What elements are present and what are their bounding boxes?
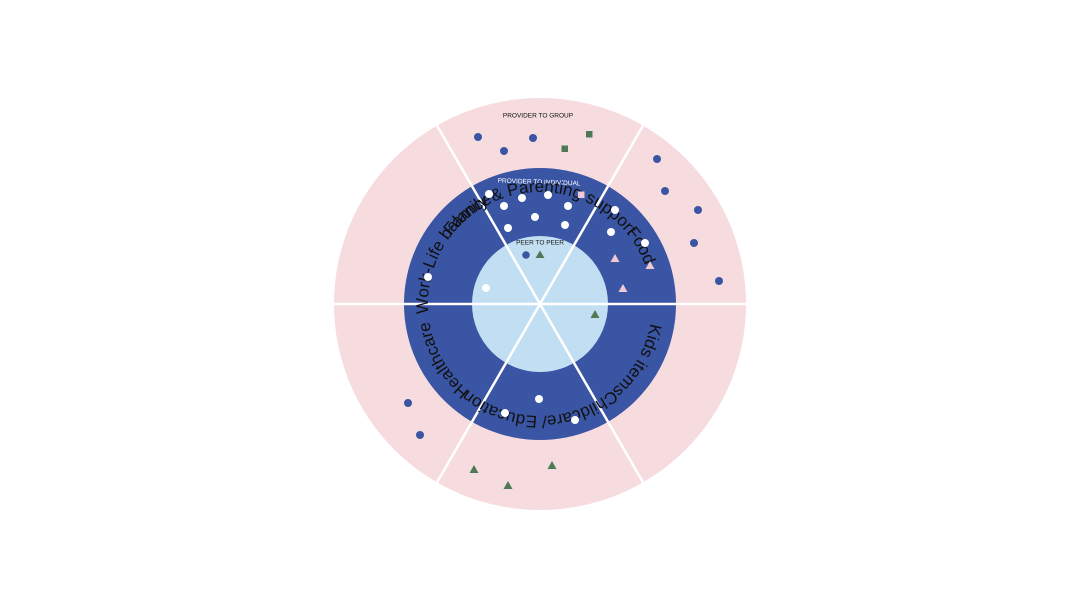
marker-triangle-pink xyxy=(610,254,620,262)
sector-dividers xyxy=(334,124,746,484)
marker-circle-white xyxy=(607,228,615,236)
marker-circle-white xyxy=(535,395,543,403)
marker-triangle-green xyxy=(469,465,479,473)
marker-circle-white xyxy=(504,224,512,232)
marker-circle-white xyxy=(424,273,432,281)
marker-circle-blue xyxy=(404,399,412,407)
marker-circle-white xyxy=(500,202,508,210)
marker-circle-white xyxy=(501,409,509,417)
marker-triangle-green xyxy=(535,250,545,258)
markers-kids xyxy=(590,310,600,318)
marker-circle-white xyxy=(518,194,526,202)
marker-square-pink xyxy=(578,191,585,198)
marker-circle-white xyxy=(485,190,493,198)
marker-square-green xyxy=(561,145,568,152)
marker-square-green xyxy=(586,131,593,138)
marker-triangle-pink xyxy=(645,261,655,269)
marker-circle-blue xyxy=(416,431,424,439)
marker-circle-white xyxy=(641,239,649,247)
markers-childcare xyxy=(469,395,579,489)
marker-circle-white xyxy=(611,206,619,214)
marker-circle-white xyxy=(571,416,579,424)
marker-circle-blue xyxy=(661,187,669,195)
marker-circle-blue xyxy=(474,133,482,141)
markers-worklife xyxy=(424,273,490,292)
marker-circle-white xyxy=(482,284,490,292)
ring-label-middle: PROVIDER TO INDIVIDUAL xyxy=(498,178,581,188)
ring-label-outer: PROVIDER TO GROUP xyxy=(503,113,573,120)
marker-circle-blue xyxy=(529,134,537,142)
marker-triangle-green xyxy=(590,310,600,318)
marker-triangle-green xyxy=(547,461,557,469)
marker-circle-white xyxy=(531,213,539,221)
divider-diagonal-b xyxy=(435,124,645,484)
marker-circle-blue xyxy=(522,251,530,259)
markers-food xyxy=(607,155,723,292)
marker-circle-white xyxy=(564,202,572,210)
marker-triangle-pink xyxy=(618,284,628,292)
markers-family xyxy=(474,131,593,259)
markers-healthcare xyxy=(404,399,424,439)
marker-circle-blue xyxy=(653,155,661,163)
marker-circle-blue xyxy=(500,147,508,155)
marker-circle-white xyxy=(544,191,552,199)
marker-circle-blue xyxy=(715,277,723,285)
marker-circle-white xyxy=(561,221,569,229)
marker-circle-blue xyxy=(690,239,698,247)
marker-circle-blue xyxy=(694,206,702,214)
ring-label-inner: PEER TO PEER xyxy=(516,240,564,247)
marker-triangle-green xyxy=(503,481,513,489)
